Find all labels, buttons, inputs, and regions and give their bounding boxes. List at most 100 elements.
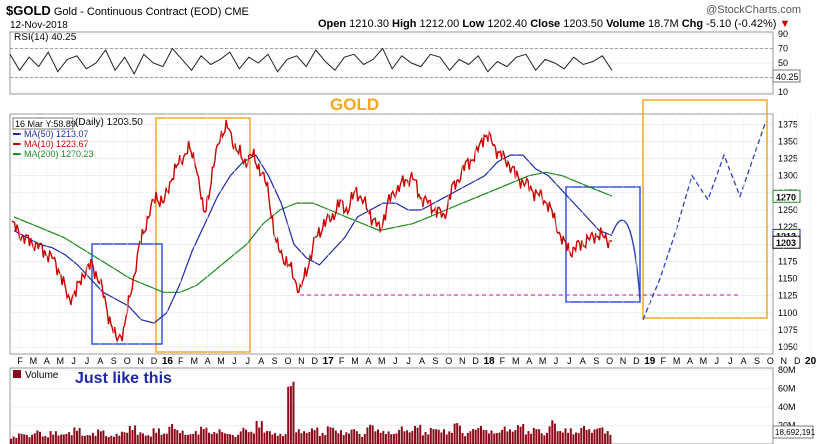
x-tick-label: J (246, 356, 251, 366)
volume-bar (78, 428, 81, 444)
volume-bar (202, 429, 205, 444)
volume-bar (165, 433, 168, 444)
volume-tick-label: 80M (778, 365, 796, 375)
price-tick-label: 1100 (778, 308, 797, 318)
volume-bar (23, 434, 26, 444)
volume-bar (524, 434, 527, 444)
price-tick-label: 1375 (778, 119, 798, 129)
volume-bar (86, 435, 89, 444)
volume-bar (530, 433, 533, 444)
ohlc-label: Open (318, 18, 350, 30)
volume-bar (305, 433, 308, 444)
volume-bar (501, 429, 504, 444)
volume-bar (28, 437, 31, 444)
volume-bar (263, 432, 266, 444)
volume-bar (81, 435, 84, 444)
volume-bar (313, 430, 316, 444)
rsi-value-tag (772, 69, 801, 83)
volume-bar (456, 423, 459, 444)
ohlc-label: Close (530, 18, 564, 30)
x-axis: F M A M J J A S O N D 16 F M A M J J A S O N D 17 F M A M J J A S O N D 18 F… (17, 114, 817, 367)
volume-bar (144, 435, 147, 444)
volume-bar (580, 427, 583, 444)
rsi-axis: 9070503010 (778, 29, 788, 97)
volume-bar (208, 432, 210, 444)
volume-bar (205, 427, 208, 444)
volume-bar (10, 438, 12, 444)
x-tick-label: M (217, 356, 225, 366)
volume-bar (366, 427, 369, 444)
volume-bar (245, 429, 247, 444)
volume-bar (128, 425, 131, 444)
volume-bar (110, 435, 113, 444)
ohlc-value: 1202.40 (487, 18, 531, 30)
volume-bar (99, 431, 102, 444)
volume-bar (419, 424, 422, 444)
volume-bar (115, 433, 118, 444)
volume-bar (282, 436, 284, 444)
x-tick-label: M (30, 356, 38, 366)
volume-bar (242, 427, 245, 444)
volume-bar (292, 381, 295, 444)
volume-bar (472, 429, 475, 444)
x-tick-label: J (728, 356, 733, 366)
x-tick-label: J (406, 356, 411, 366)
volume-bar (474, 429, 477, 444)
volume-bar (57, 435, 60, 444)
volume-grid (10, 369, 773, 426)
volume-bar (414, 425, 416, 444)
x-tick-label: M (700, 356, 708, 366)
volume-bar (387, 431, 390, 444)
volume-bar (271, 434, 274, 444)
price-tags: 127012131203 (772, 189, 801, 249)
x-tick-label: N (137, 356, 144, 366)
volume-bar (577, 433, 580, 444)
volume-bar (287, 386, 290, 444)
volume-bar (47, 437, 49, 444)
volume-bar (70, 435, 73, 444)
volume-bar (421, 435, 424, 444)
rsi-tick-label: 10 (778, 87, 788, 97)
volume-bar (379, 432, 382, 444)
volume-bar (540, 433, 543, 444)
x-tick-label: F (660, 356, 666, 366)
orange-box-forecast (642, 99, 768, 319)
cursor-info: 16 Mar Y:58.89 (15, 119, 76, 129)
x-tick-label: A (258, 356, 264, 366)
volume-value-tag (772, 425, 814, 439)
volume-bar (303, 431, 306, 444)
volume-bar (569, 428, 572, 444)
volume-bar (89, 435, 92, 444)
volume-bar (516, 425, 519, 444)
volume-bar (598, 428, 601, 444)
volume-bar (329, 427, 332, 444)
x-tick-label: F (500, 356, 506, 366)
volume-bar (123, 432, 126, 444)
symbol: $GOLD (6, 3, 51, 18)
volume-bar (564, 428, 567, 444)
volume-bar (490, 430, 493, 444)
x-tick-label: D (794, 356, 801, 366)
volume-bar (553, 423, 556, 444)
volume-bar (33, 433, 36, 444)
volume-bar (590, 432, 593, 444)
volume-bar (543, 435, 546, 444)
volume-bar (443, 429, 445, 444)
x-tick-label: S (111, 356, 117, 366)
volume-bar (503, 426, 506, 444)
volume-bar (17, 433, 20, 444)
volume-bar (200, 426, 203, 444)
volume-bar (284, 434, 287, 444)
rsi-tick-label: 90 (778, 29, 788, 39)
volume-bar (353, 429, 356, 444)
x-tick-label: N (459, 356, 466, 366)
volume-bar (546, 432, 548, 444)
volume-bar (406, 430, 409, 444)
volume-bar (466, 433, 469, 444)
volume-bar (221, 432, 224, 444)
volume-bar (561, 432, 564, 444)
volume-bar (342, 435, 345, 444)
volume-bar (12, 436, 15, 444)
